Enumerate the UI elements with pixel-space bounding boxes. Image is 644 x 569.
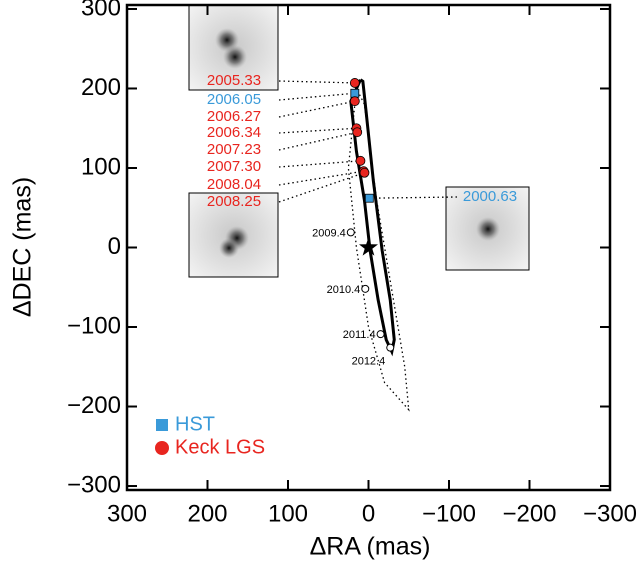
leader-line (369, 196, 458, 199)
leader-line (278, 160, 361, 168)
date-label: 2008.04 (207, 176, 261, 193)
date-label: 2005.33 (207, 72, 261, 89)
orbit (349, 78, 396, 357)
date-label: 2006.34 (207, 124, 261, 141)
x-axis-label: ΔRA (mas) (310, 533, 431, 561)
x-tick-label: 300 (107, 500, 147, 527)
leader-line (278, 127, 357, 134)
y-axis-label: ΔDEC (mas) (9, 177, 37, 317)
date-label: 2000.63 (463, 188, 517, 205)
y-tick-label: −100 (67, 312, 121, 339)
keck-point (359, 167, 370, 178)
hst-point (350, 88, 360, 98)
legend-label: Keck LGS (175, 436, 265, 458)
leader-line (278, 92, 355, 101)
x-tick-label: 200 (187, 500, 227, 527)
leader-line (278, 170, 364, 186)
x-tick-label: −100 (422, 500, 476, 527)
keck-point (352, 127, 363, 138)
x-tick-label: −300 (583, 500, 637, 527)
inset-bottom (188, 192, 279, 278)
x-tick-label: −200 (502, 500, 556, 527)
legend-label: HST (175, 413, 215, 435)
date-label: 2008.25 (207, 193, 261, 210)
date-label: 2006.05 (207, 91, 261, 108)
predicted-label: 2009.4 (312, 227, 346, 239)
leader-line (278, 100, 355, 118)
date-label: 2006.27 (207, 108, 261, 125)
y-tick-label: 200 (81, 74, 121, 101)
primary-star (358, 237, 379, 256)
inset-right (445, 186, 530, 271)
inset-top (188, 4, 279, 91)
x-tick-label: 0 (362, 500, 375, 527)
date-label: 2007.23 (207, 141, 261, 158)
legend-marker (156, 419, 168, 431)
predicted-label: 2012.4 (352, 356, 386, 368)
predicted-point (386, 343, 395, 352)
y-tick-label: −300 (67, 471, 121, 498)
x-tick-label: 100 (268, 500, 308, 527)
leader-line (278, 80, 355, 84)
predicted-point (346, 228, 355, 237)
keck-point (349, 78, 360, 88)
y-tick-label: 300 (81, 0, 121, 21)
date-label: 2007.30 (207, 158, 261, 175)
y-tick-label: 0 (108, 233, 121, 260)
predicted-label: 2010.4 (327, 284, 361, 296)
predicted-label: 2011.4 (343, 329, 376, 341)
keck-point (349, 96, 360, 107)
y-tick-label: 100 (81, 153, 121, 180)
hst-point (364, 193, 374, 203)
legend-marker (155, 441, 169, 455)
leader-line (278, 172, 365, 203)
keck-point (355, 155, 366, 166)
leader-line (278, 131, 358, 151)
orbit-alt (347, 88, 410, 412)
predicted-point (361, 284, 370, 293)
predicted-point (376, 330, 385, 339)
y-tick-label: −200 (67, 392, 121, 419)
